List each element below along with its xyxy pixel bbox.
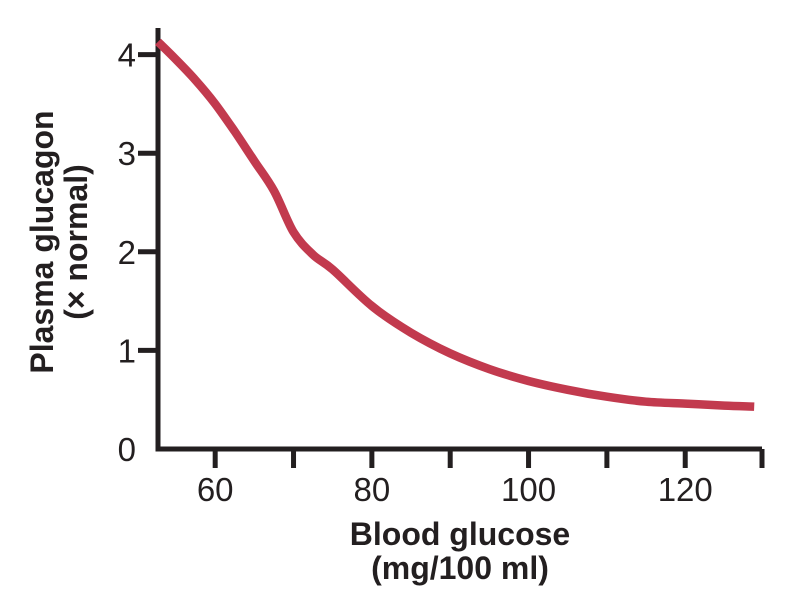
axes (155, 28, 762, 452)
x-tick-label-120: 120 (658, 471, 713, 508)
x-axis-title-line1: Blood glucose (349, 516, 571, 552)
y-tick-label-1: 1 (118, 332, 136, 369)
plasma-glucagon-curve (154, 38, 755, 411)
x-axis-title: Blood glucose (mg/100 ml) (350, 517, 570, 585)
y-tick-label-3: 3 (118, 135, 136, 172)
y-axis-title: Plasma glucagon (× normal) (24, 110, 94, 374)
y-axis-title-line1: Plasma glucagon (24, 110, 60, 374)
x-tick-label-60: 60 (197, 471, 234, 508)
x-tick-label-100: 100 (501, 471, 556, 508)
y-tick-label-4: 4 (118, 37, 136, 74)
x-axis-title-line2: (mg/100 ml) (371, 550, 549, 586)
y-tick-label-2: 2 (118, 234, 136, 271)
y-tick-label-0: 0 (118, 431, 136, 468)
y-axis-title-line2: (× normal) (58, 164, 94, 320)
x-tick-label-80: 80 (354, 471, 391, 508)
